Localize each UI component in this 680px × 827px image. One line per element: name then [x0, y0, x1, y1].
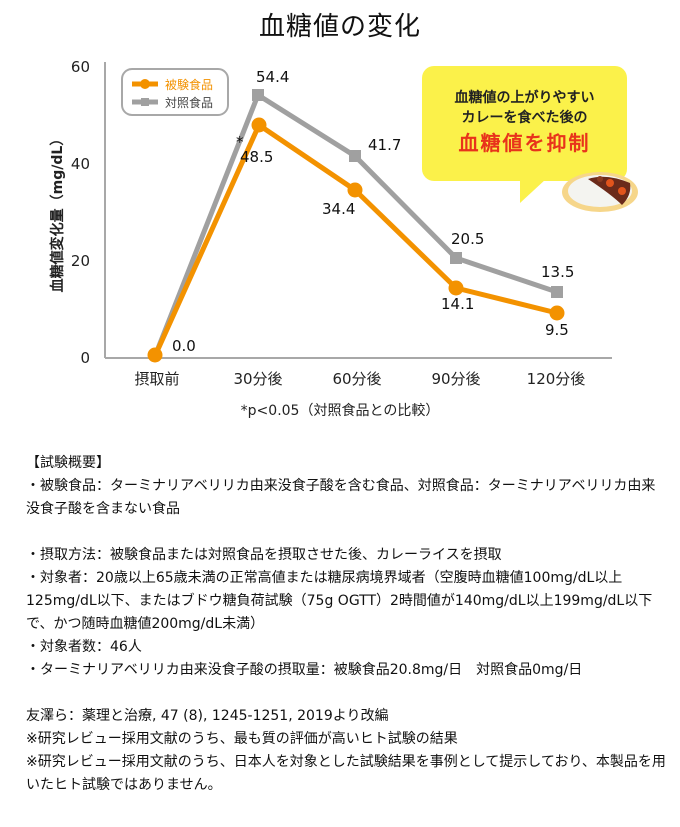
bubble-line-2: カレーを食べた後の [461, 110, 588, 126]
test-marker-30 [251, 117, 267, 133]
test-marker-60 [347, 182, 363, 198]
legend-control-marker-icon [141, 98, 149, 106]
y-tick-0: 0 [80, 349, 90, 367]
label-sig-mark: * [236, 133, 244, 151]
speech-bubble: 血糖値の上がりやすい カレーを食べた後の 血糖値を抑制 [422, 66, 627, 203]
x-tick-90min: 90分後 [431, 370, 480, 388]
label-control-90: 20.5 [451, 230, 484, 248]
y-tick-40: 40 [71, 155, 90, 173]
test-marker-0 [147, 347, 163, 363]
overview-item-method: ・摂取方法：被験食品または対照食品を摂取させた後、カレーライスを摂取 [26, 547, 502, 563]
x-tick-30min: 30分後 [233, 370, 282, 388]
test-marker-120 [549, 305, 565, 321]
label-control-30: 54.4 [256, 68, 289, 86]
chart-legend: 被験食品 対照食品 [121, 68, 229, 116]
label-control-60: 41.7 [368, 136, 401, 154]
legend-test-label: 被験食品 [165, 77, 213, 92]
line-chart: 0 20 40 60 血糖値変化量（mg/dL） 摂取前 30分後 60分後 9… [49, 58, 612, 388]
note-2: ※研究レビュー採用文献のうち、日本人を対象とした試験結果を事例として提示しており… [26, 754, 666, 793]
x-tick-120min: 120分後 [527, 370, 586, 388]
overview-item-foods: ・被験食品：ターミナリアベリリカ由来没食子酸を含む食品、対照食品：ターミナリアベ… [26, 478, 656, 517]
bubble-emphasis: 血糖値を抑制 [458, 131, 591, 155]
label-control-120: 13.5 [541, 263, 574, 281]
bubble-line-1: 血糖値の上がりやすい [454, 90, 595, 106]
overview-heading: 【試験概要】 [26, 455, 110, 471]
y-tick-60: 60 [71, 58, 90, 76]
overview-item-intake: ・ターミナリアベリリカ由来没食子酸の摂取量：被験食品20.8mg/日 対照食品0… [26, 662, 583, 678]
y-axis-label: 血糖値変化量（mg/dL） [49, 132, 66, 293]
test-marker-90 [448, 280, 464, 296]
study-overview: 【試験概要】 ・被験食品：ターミナリアベリリカ由来没食子酸を含む食品、対照食品：… [26, 452, 666, 797]
control-marker-60 [349, 150, 361, 162]
x-tick-before: 摂取前 [134, 370, 179, 388]
y-tick-20: 20 [71, 252, 90, 270]
control-marker-120 [551, 286, 563, 298]
control-marker-30 [252, 89, 264, 101]
control-marker-90 [450, 252, 462, 264]
label-test-0: 0.0 [172, 337, 196, 355]
label-test-30: 48.5 [240, 148, 273, 166]
overview-item-count: ・対象者数：46人 [26, 639, 142, 655]
overview-item-subjects: ・対象者：20歳以上65歳未満の正常高値または糖尿病境界域者（空腹時血糖値100… [26, 570, 653, 632]
x-tick-60min: 60分後 [332, 370, 381, 388]
curry-rice-icon [562, 172, 638, 212]
chart-title: 血糖値の変化 [258, 12, 421, 42]
significance-footnote: *p<0.05（対照食品との比較） [240, 403, 440, 419]
label-test-60: 34.4 [322, 200, 355, 218]
label-test-90: 14.1 [441, 295, 474, 313]
label-test-120: 9.5 [545, 321, 569, 339]
legend-control-label: 対照食品 [165, 95, 213, 110]
note-1: ※研究レビュー採用文献のうち、最も質の評価が高いヒト試験の結果 [26, 731, 458, 747]
legend-test-marker-icon [140, 79, 150, 89]
citation: 友澤ら：薬理と治療, 47 (8), 1245-1251, 2019より改編 [26, 708, 389, 724]
